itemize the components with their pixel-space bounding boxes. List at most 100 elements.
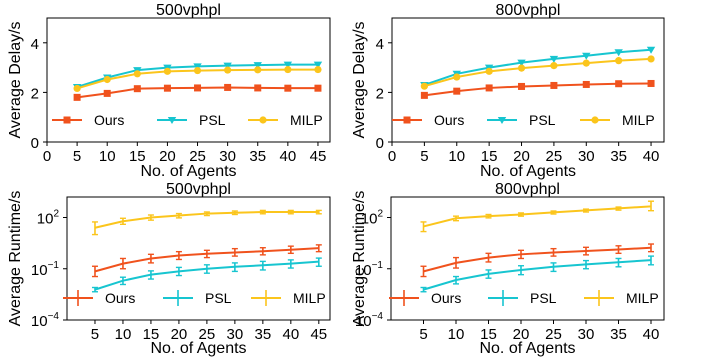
data-point [453, 87, 461, 95]
x-tick-label: 20 [513, 326, 530, 343]
series-line [423, 259, 652, 291]
data-point [485, 67, 493, 75]
data-point [163, 84, 171, 92]
plot-frame [390, 196, 665, 321]
data-point [485, 84, 493, 92]
data-point [518, 82, 526, 90]
legend-entry: Ours [52, 112, 124, 128]
legend-label: Ours [105, 290, 135, 306]
y-tick-label: 0 [31, 135, 39, 152]
x-tick-label: 25 [199, 326, 216, 343]
series-ours [420, 79, 655, 99]
data-point [420, 91, 428, 99]
legend-label: PSL [199, 112, 226, 128]
legend-entry: PSL [487, 112, 556, 128]
data-point [163, 67, 172, 75]
data-point [224, 66, 232, 74]
data-point [614, 49, 623, 57]
y-tick-exponent: −4 [48, 311, 60, 322]
data-point [314, 65, 322, 74]
x-tick-label: 35 [255, 326, 272, 343]
legend-entry: PSL [488, 290, 557, 306]
legend-entry: PSL [163, 290, 232, 306]
data-point [284, 65, 292, 74]
x-tick-label: 10 [115, 326, 132, 343]
legend-entry: MILP [584, 290, 659, 306]
legend-marker [63, 116, 71, 124]
plot-frame [46, 17, 331, 143]
chart-title: 800vphpl [496, 2, 561, 19]
chart-title: 800vphpl [495, 181, 560, 198]
data-point [582, 59, 590, 67]
data-point [517, 59, 526, 67]
x-axis-label: No. of Agents [479, 340, 575, 357]
x-tick-label: 10 [448, 326, 465, 343]
y-tick-exponent: 2 [377, 209, 383, 220]
data-point [582, 52, 591, 60]
y-tick-base: 10 [361, 211, 378, 228]
legend-label: Ours [94, 112, 124, 128]
y-axis-label: Average Delay/s [7, 21, 24, 138]
x-tick-label: 35 [610, 326, 627, 343]
x-tick-label: 30 [578, 326, 595, 343]
legend-label: MILP [293, 290, 326, 306]
data-point [223, 62, 232, 70]
y-tick-base: 10 [37, 211, 54, 228]
data-point [283, 61, 293, 69]
legend-entry: PSL [157, 112, 226, 128]
chart-title: 500vphpl [166, 181, 231, 198]
x-tick-label: 25 [545, 326, 562, 343]
series-milp [420, 200, 654, 233]
legend-label: Ours [431, 290, 461, 306]
series-line [423, 246, 652, 273]
x-tick-label: 5 [73, 148, 81, 165]
data-point [647, 55, 655, 63]
y-tick-base: 10 [355, 313, 372, 330]
data-point [133, 70, 141, 78]
x-tick-label: 0 [388, 148, 396, 165]
data-point [284, 84, 292, 92]
y-tick-exponent: −1 [372, 260, 384, 271]
y-tick-base: 10 [31, 313, 48, 330]
y-tick-base: 10 [355, 262, 372, 279]
y-tick-label: 10−1 [355, 260, 384, 279]
data-point [254, 84, 262, 92]
x-tick-label: 30 [219, 148, 236, 165]
y-tick-label: 102 [37, 209, 60, 228]
x-tick-label: 30 [578, 148, 595, 165]
series-psl [91, 257, 322, 293]
legend-label: MILP [622, 112, 655, 128]
x-axis-label: No. of Agents [140, 163, 236, 180]
x-tick-label: 25 [546, 148, 563, 165]
data-point [647, 79, 655, 87]
y-tick-label: 2 [31, 85, 39, 102]
legend-marker [259, 116, 267, 124]
x-tick-label: 0 [43, 148, 51, 165]
data-point [646, 46, 656, 54]
y-axis-label: Average Runtime/s [7, 191, 24, 327]
x-tick-label: 35 [610, 148, 627, 165]
x-axis-label: No. of Agents [150, 340, 246, 357]
x-tick-label: 30 [227, 326, 244, 343]
data-point [550, 62, 558, 70]
data-point [193, 66, 202, 75]
x-tick-label: 35 [249, 148, 266, 165]
data-point [133, 85, 141, 93]
x-tick-label: 5 [419, 326, 427, 343]
x-tick-label: 45 [310, 326, 327, 343]
legend-entry: MILP [580, 112, 655, 128]
data-point [615, 57, 623, 65]
data-point [73, 84, 81, 93]
y-axis-label: Average Runtime/s [351, 191, 368, 327]
x-tick-label: 15 [129, 148, 146, 165]
x-tick-label: 45 [310, 148, 327, 165]
legend-entry: MILP [251, 290, 326, 306]
data-point [549, 55, 559, 63]
data-point [194, 84, 202, 92]
series-ours [91, 244, 322, 278]
x-tick-label: 40 [280, 148, 297, 165]
legend-entry: MILP [248, 112, 323, 128]
data-point [103, 89, 111, 97]
